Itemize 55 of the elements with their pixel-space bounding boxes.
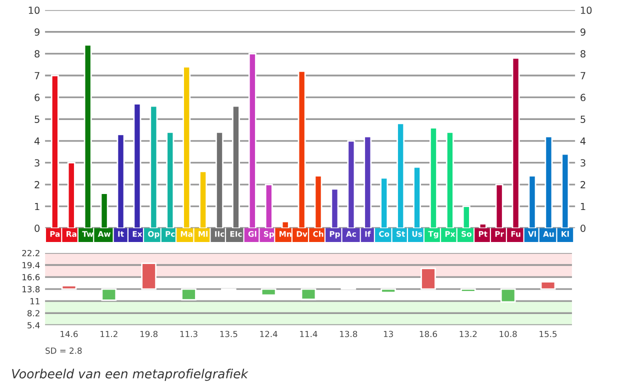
y-tick-label: 1	[35, 202, 40, 210]
y-tick-label: 0	[34, 224, 40, 232]
y2-tick-label: 9	[580, 28, 586, 36]
data-label: 19.8	[140, 330, 158, 338]
y-tick-label: 19.4	[22, 262, 40, 268]
y-tick-label: 6	[34, 94, 40, 102]
y2-tick-label: 7	[580, 72, 586, 80]
data-label: 15.5	[540, 330, 557, 338]
data-label: 12.4	[260, 330, 278, 338]
y-tick-label: 11	[30, 298, 40, 304]
bar	[380, 288, 396, 294]
bar	[540, 281, 556, 290]
data-label: 11.2	[100, 330, 118, 338]
y-tick-label: 2	[34, 181, 40, 188]
bar	[460, 288, 476, 292]
y2-tick-label: 8	[580, 50, 586, 58]
data-label: 13.5	[220, 330, 238, 338]
bar	[300, 288, 316, 300]
y2-tick-label: 6	[580, 94, 586, 102]
y2-tick-label: 2	[580, 181, 586, 188]
data-label: 18.6	[420, 330, 438, 338]
y-tick-label: 8.2	[27, 310, 40, 316]
text: SD = 2.8	[46, 348, 82, 354]
y-tick-label: 9	[34, 28, 40, 36]
y2-tick-label: 5	[580, 116, 586, 123]
y-tick-label: 13.8	[22, 286, 40, 292]
data-label: 13.2	[460, 330, 477, 338]
text: Voorbeeld van een metaprofielgrafiek	[12, 368, 248, 381]
y-tick-label: 7	[34, 72, 40, 80]
y2-tick-label: 0	[580, 224, 586, 232]
y2-tick-label: 4	[580, 138, 586, 145]
y-tick-label: 4	[34, 138, 40, 145]
bar	[181, 288, 196, 300]
data-label: 11.4	[300, 330, 318, 338]
y-tick-label: 5	[34, 116, 40, 123]
bar	[500, 288, 516, 303]
y-tick-label: 5.4	[28, 322, 40, 328]
bar	[101, 288, 117, 301]
y-tick-label: 8	[34, 50, 40, 58]
data-label: 10.8	[500, 330, 517, 338]
y-tick-label: 16.6	[22, 274, 40, 280]
y2-tick-label: 3	[580, 159, 586, 167]
data-label: 14.6	[60, 330, 78, 338]
y2-tick-label: 10	[580, 6, 592, 14]
data-label: 13.8	[340, 330, 358, 338]
y-tick-label: 3	[34, 159, 40, 167]
data-label: 13	[384, 330, 393, 338]
data-label: 11.3	[180, 330, 198, 338]
bar	[420, 268, 436, 290]
y-tick-label: 22.2	[22, 250, 40, 256]
bar	[260, 288, 276, 296]
bar	[61, 284, 77, 290]
bar	[141, 262, 157, 290]
y-tick-label: 10	[28, 6, 40, 14]
y2-tick-label: 1	[580, 202, 586, 210]
